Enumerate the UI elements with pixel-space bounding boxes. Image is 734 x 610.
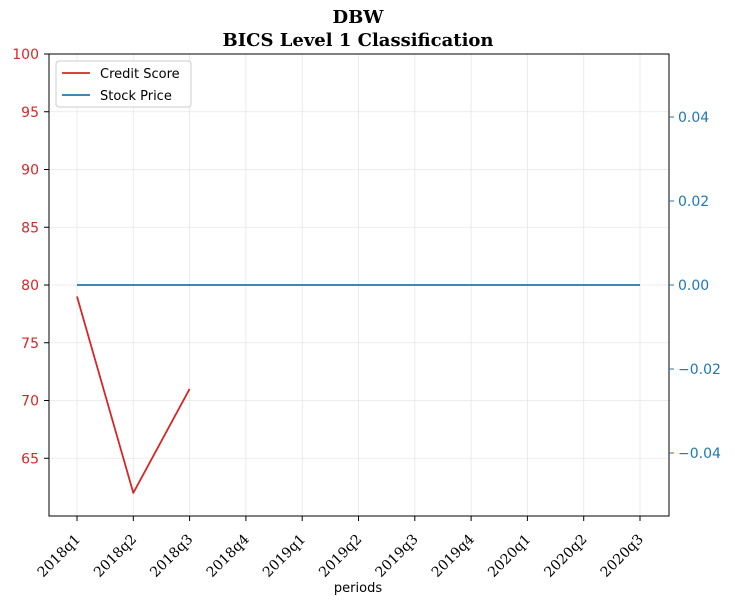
series-line-credit-score [76,296,191,494]
chart-subtitle: BICS Level 1 Classification [222,30,493,51]
right-y-axis: −0.04 −0.02 0.00 0.02 0.04 [669,110,721,462]
left-tick-label: 95 [21,105,39,121]
left-tick-label: 85 [21,220,39,236]
right-tick-label: 0.04 [678,110,709,126]
left-tick-label: 100 [12,47,39,63]
right-tick-label: 0.02 [678,194,709,210]
right-tick-label: 0.00 [678,278,709,294]
legend-label-stock-price: Stock Price [100,89,172,104]
left-tick-label: 80 [21,278,39,294]
left-tick-label: 65 [21,451,39,467]
left-tick-label: 75 [21,336,39,352]
series-layer [76,284,640,494]
left-y-axis: 65 70 75 80 85 90 95 100 [12,47,49,467]
left-tick-label: 70 [21,394,39,410]
legend: Credit Score Stock Price [55,60,192,108]
right-tick-label: −0.02 [678,362,721,378]
chart-title: DBW [332,7,384,28]
legend-label-credit-score: Credit Score [100,67,180,82]
left-tick-label: 90 [21,163,39,179]
right-tick-label: −0.04 [678,446,721,462]
x-axis-label: periods [334,581,382,596]
